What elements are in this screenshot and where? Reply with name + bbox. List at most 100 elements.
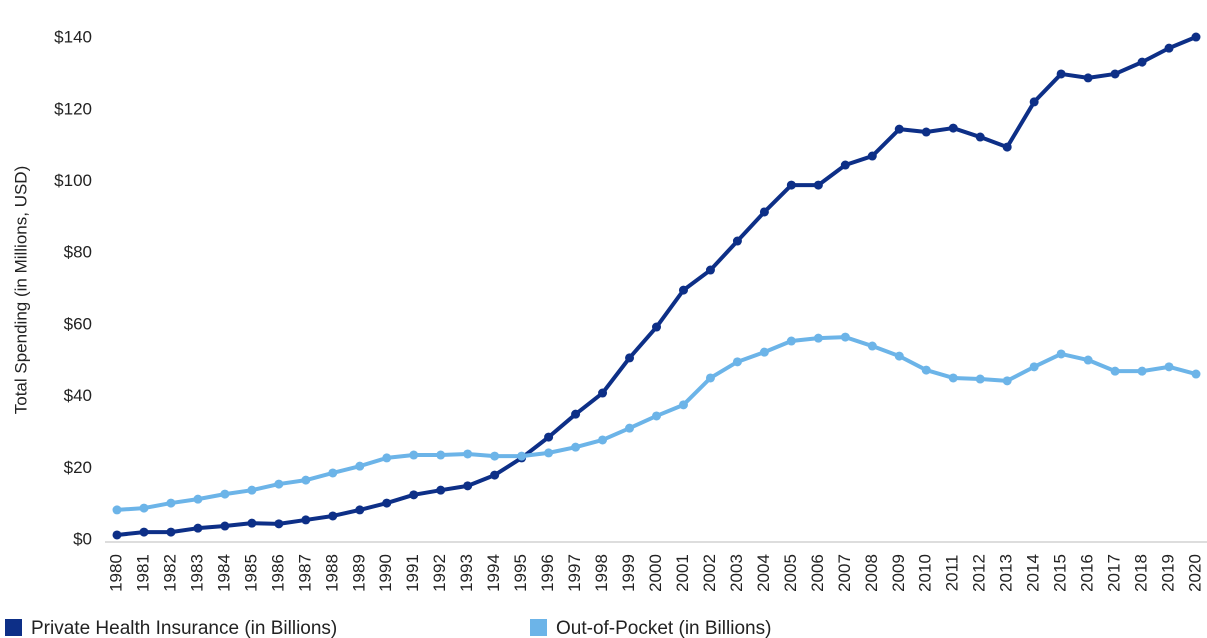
- data-point: [409, 490, 419, 500]
- data-point: [1083, 73, 1093, 83]
- x-tick-label: 1997: [565, 554, 584, 592]
- data-point: [813, 180, 823, 190]
- data-point: [1002, 376, 1012, 386]
- data-point: [652, 411, 661, 421]
- x-tick-label: 2000: [646, 554, 665, 592]
- data-point: [894, 124, 904, 134]
- x-tick-label: 1988: [322, 554, 341, 592]
- data-point: [274, 479, 284, 489]
- data-point: [1137, 366, 1147, 376]
- x-tick-label: 2001: [673, 554, 692, 592]
- data-point: [220, 521, 230, 531]
- y-tick-label: $20: [64, 458, 92, 477]
- x-tick-label: 1995: [511, 554, 530, 592]
- data-point: [274, 519, 284, 529]
- data-point: [247, 518, 257, 528]
- data-point: [139, 527, 149, 537]
- x-tick-label: 2018: [1132, 554, 1151, 592]
- data-point: [840, 332, 850, 342]
- x-tick-label: 2019: [1159, 554, 1178, 592]
- y-tick-label: $140: [54, 28, 92, 47]
- x-tick-label: 2010: [916, 554, 935, 592]
- legend-label: Out-of-Pocket (in Billions): [556, 618, 771, 638]
- data-point: [220, 489, 230, 499]
- data-point: [463, 449, 473, 459]
- x-tick-label: 1994: [484, 554, 503, 592]
- data-point: [355, 505, 365, 515]
- x-tick-label: 2002: [700, 554, 719, 592]
- data-point: [382, 498, 392, 508]
- x-tick-label: 2008: [862, 554, 881, 592]
- data-point: [705, 265, 715, 275]
- data-point: [355, 461, 365, 471]
- x-tick-label: 2009: [889, 554, 908, 592]
- series-line: [116, 35, 1197, 537]
- data-point: [921, 127, 931, 137]
- y-tick-label: $120: [54, 99, 92, 118]
- y-axis-title: Total Spending (in Millions, USD): [11, 166, 30, 415]
- data-point: [436, 485, 446, 495]
- data-point: [786, 336, 796, 346]
- data-point: [786, 180, 796, 190]
- x-tick-label: 2015: [1051, 554, 1070, 592]
- data-point: [328, 468, 338, 478]
- x-tick-label: 2012: [970, 554, 989, 592]
- x-tick-label: 2006: [808, 554, 827, 592]
- data-point: [382, 453, 392, 463]
- x-tick-label: 1989: [349, 554, 368, 592]
- y-tick-label: $100: [54, 171, 92, 190]
- data-point: [463, 481, 473, 491]
- data-point: [193, 494, 203, 504]
- data-point: [490, 451, 500, 461]
- data-point: [490, 470, 500, 480]
- data-point: [867, 341, 877, 351]
- x-tick-label: 1980: [106, 554, 125, 592]
- y-tick-label: $80: [64, 243, 92, 262]
- legend-label: Private Health Insurance (in Billions): [31, 618, 337, 638]
- data-point: [1191, 369, 1201, 379]
- data-point: [975, 132, 985, 142]
- data-point: [112, 530, 122, 540]
- data-point: [571, 442, 581, 452]
- data-point: [813, 333, 823, 343]
- data-point: [1110, 69, 1120, 79]
- data-point: [1110, 366, 1120, 376]
- x-tick-label: 1983: [187, 554, 206, 592]
- data-point: [652, 322, 661, 332]
- x-tick-label: 1981: [133, 554, 152, 592]
- data-point: [544, 448, 554, 458]
- legend-swatch: [530, 619, 547, 636]
- data-point: [625, 353, 635, 363]
- x-tick-label: 1986: [268, 554, 287, 592]
- x-tick-label: 2014: [1024, 554, 1043, 592]
- x-tick-label: 2011: [943, 555, 962, 592]
- data-point: [1056, 349, 1066, 359]
- x-tick-label: 2005: [781, 554, 800, 592]
- data-point: [840, 160, 850, 170]
- data-point: [571, 409, 581, 419]
- x-tick-label: 2004: [754, 554, 773, 592]
- data-point: [732, 236, 742, 246]
- y-tick-label: $40: [64, 386, 92, 405]
- x-tick-label: 1998: [592, 554, 611, 592]
- data-point: [1137, 57, 1147, 67]
- data-point: [193, 523, 203, 533]
- data-point: [166, 527, 176, 537]
- data-point: [732, 357, 742, 367]
- data-point: [678, 285, 688, 295]
- data-point: [409, 450, 419, 460]
- data-point: [948, 373, 958, 383]
- y-tick-label: $0: [73, 529, 92, 548]
- legend-swatch: [5, 619, 22, 636]
- x-tick-label: 1999: [619, 554, 638, 592]
- data-point: [1164, 362, 1174, 372]
- data-point: [247, 485, 257, 495]
- x-tick-label: 2003: [727, 554, 746, 592]
- x-tick-label: 1984: [214, 554, 233, 592]
- data-point: [625, 423, 635, 433]
- data-point: [598, 435, 608, 445]
- data-point: [948, 123, 958, 133]
- x-tick-label: 1996: [538, 554, 557, 592]
- x-tick-label: 1985: [241, 554, 260, 592]
- x-tick-label: 1987: [295, 554, 314, 592]
